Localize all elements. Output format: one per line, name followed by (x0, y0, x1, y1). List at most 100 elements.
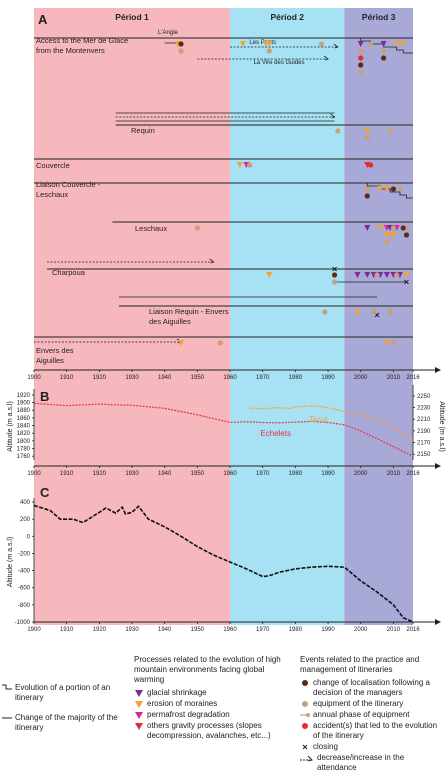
itinerary-label-3-0: Liaison Couvercle - (36, 180, 101, 189)
moraine-triangle (364, 128, 371, 134)
itinerary-label-6-0: Liaison Requin - Envers (149, 307, 229, 316)
c-tick-label-0: 0 (27, 534, 31, 540)
legend-annual-text: annual phase of equipment (313, 710, 410, 719)
axis-a-tick-label-1900: 1900 (27, 375, 41, 381)
permafrost-triangle-icon (135, 712, 143, 719)
legend-events: Events related to the practice and manag… (300, 655, 444, 774)
processes-title: Processes related to the evolution of hi… (134, 655, 281, 684)
b-left-tick-label-1840: 1840 (17, 424, 31, 430)
panel-c: 400 200 0 -200 -400 -600 -800 -1000 Altitude (m … (7, 498, 414, 626)
legend-closing-text: closing (313, 742, 338, 751)
equipment-dot (194, 225, 200, 231)
b-right-tick-label-2250: 2250 (417, 394, 431, 400)
relocation-dot (380, 55, 387, 61)
c-tick-label-200: 200 (20, 517, 31, 523)
legend-majority-text: Change of the majority of the itinerary (15, 713, 118, 732)
legend-accident-text: accident(s) that led to the evolution of… (313, 721, 438, 740)
c-tick-label--400: -400 (18, 569, 31, 575)
c-ylabel: Altitude (m a.s.l) (7, 537, 14, 588)
relocation-dot (331, 272, 338, 278)
axis-c-tick-label-2016: 2016 (406, 627, 420, 633)
closing-mark-b-2 (374, 312, 380, 318)
moraine-triangle (393, 41, 400, 47)
axis-c-tick-label-1960: 1960 (223, 627, 237, 633)
itinerary-label-7-1: Aiguilles (36, 356, 64, 365)
moraine-triangle (383, 186, 390, 192)
b-left-tick-label-1900: 1900 (17, 401, 31, 407)
equipment-dot (247, 162, 253, 168)
legend-attendance-text: decrease/increase in the attendance (317, 753, 405, 772)
legend-row-relocation: change of localisation following a decis… (300, 678, 444, 698)
axis-c-tick-label-1930: 1930 (125, 627, 139, 633)
panel-label-a: A (38, 12, 48, 27)
equipment-dot (384, 239, 390, 245)
legend-portion-text: Evolution of a portion of an itinerary (15, 683, 111, 702)
axis-b-tick-label-1910: 1910 (60, 471, 74, 477)
itinerary-label-5-0: Charpoua (52, 268, 86, 277)
axis-c-arrow (435, 619, 441, 625)
c-tick-label--600: -600 (18, 586, 31, 592)
moraine-triangle (266, 41, 273, 47)
axis-a-tick-label-2010: 2010 (387, 375, 401, 381)
axis-c-tick-label-1940: 1940 (158, 627, 172, 633)
itinerary-label-1-0: Requin (131, 126, 155, 135)
sub-label-ponts: Les Ponts (249, 40, 276, 46)
axis-a-tick-label-1990: 1990 (321, 375, 335, 381)
axis-a-tick-label-2000: 2000 (354, 375, 368, 381)
equipment-dot (367, 41, 374, 47)
moraine-triangle (236, 162, 243, 168)
period-label-3: Périod 3 (362, 12, 396, 22)
events-title: Events related to the practice and manag… (300, 655, 420, 674)
equipment-dot (318, 41, 325, 47)
axis-b-tick-label-1980: 1980 (289, 471, 303, 477)
glacial-triangle (364, 225, 371, 231)
b-left-tick-label-1760: 1760 (17, 454, 31, 460)
glacial-triangle-icon (135, 690, 143, 697)
axis-b-tick-label-1970: 1970 (256, 471, 270, 477)
attendance-arrow-2 (323, 55, 329, 61)
axis-a-tick-label-1970: 1970 (256, 375, 270, 381)
equipment-dot (397, 186, 403, 192)
legend-moraine-text: erosion of moraines (147, 699, 218, 708)
equipment-dot (266, 48, 272, 54)
series-glacier-front (33, 504, 414, 623)
moraine-triangle (403, 272, 410, 278)
legend-row-moraine: erosion of moraines (134, 699, 284, 709)
b-right-tick-label-2210: 2210 (417, 417, 431, 423)
axis-a-tick-label-2016: 2016 (406, 375, 420, 381)
moraine-triangle (400, 41, 407, 47)
axis-a-tick-label-1930: 1930 (125, 375, 139, 381)
equipment-dot (371, 309, 377, 315)
series-label-echelets: Echelets (260, 429, 291, 438)
series-label-tacul: Tacul (309, 415, 328, 424)
equipment-dot (364, 135, 370, 141)
b-left-tick-label-1800: 1800 (17, 439, 31, 445)
axis-c-tick-label-1900: 1900 (27, 627, 41, 633)
period-label-2: Périod 2 (270, 12, 304, 22)
period-label-1: Périod 1 (115, 12, 149, 22)
legend-gravity-text: others gravity processes (slopes decompr… (147, 721, 271, 740)
equipment-dot (358, 69, 364, 75)
b-right-tick-label-2170: 2170 (417, 441, 431, 447)
equipment-dot (380, 48, 387, 54)
itinerary-label-0-1: from the Montenvers (36, 46, 105, 55)
accident-dot (367, 162, 374, 168)
legend-row-majority: Change of the majority of the itinerary (2, 713, 122, 733)
glacial-triangle (364, 272, 371, 278)
legend-row-closing: closing (300, 742, 444, 752)
itinerary-label-3-1: Leschaux (36, 190, 68, 199)
sub-label-vire: La Vire des Guides (254, 60, 305, 66)
relocation-dot-icon (302, 680, 308, 686)
annual-phase-icon (300, 713, 310, 717)
itinerary-label-2-0: Couvercle (36, 161, 70, 170)
axis-c-tick-label-2000: 2000 (354, 627, 368, 633)
legend-row-permafrost: permafrost degradation (134, 710, 284, 720)
axis-b-tick-label-1920: 1920 (93, 471, 107, 477)
c-tick-label-400: 400 (20, 500, 31, 506)
equipment-dot-icon (302, 701, 308, 707)
majority-line-icon (2, 717, 12, 719)
legend-row-gravity: others gravity processes (slopes decompr… (134, 721, 284, 741)
b-left-tick-label-1920: 1920 (17, 393, 31, 399)
accident-dot (358, 55, 364, 61)
legend-processes: Processes related to the evolution of hi… (134, 655, 284, 742)
